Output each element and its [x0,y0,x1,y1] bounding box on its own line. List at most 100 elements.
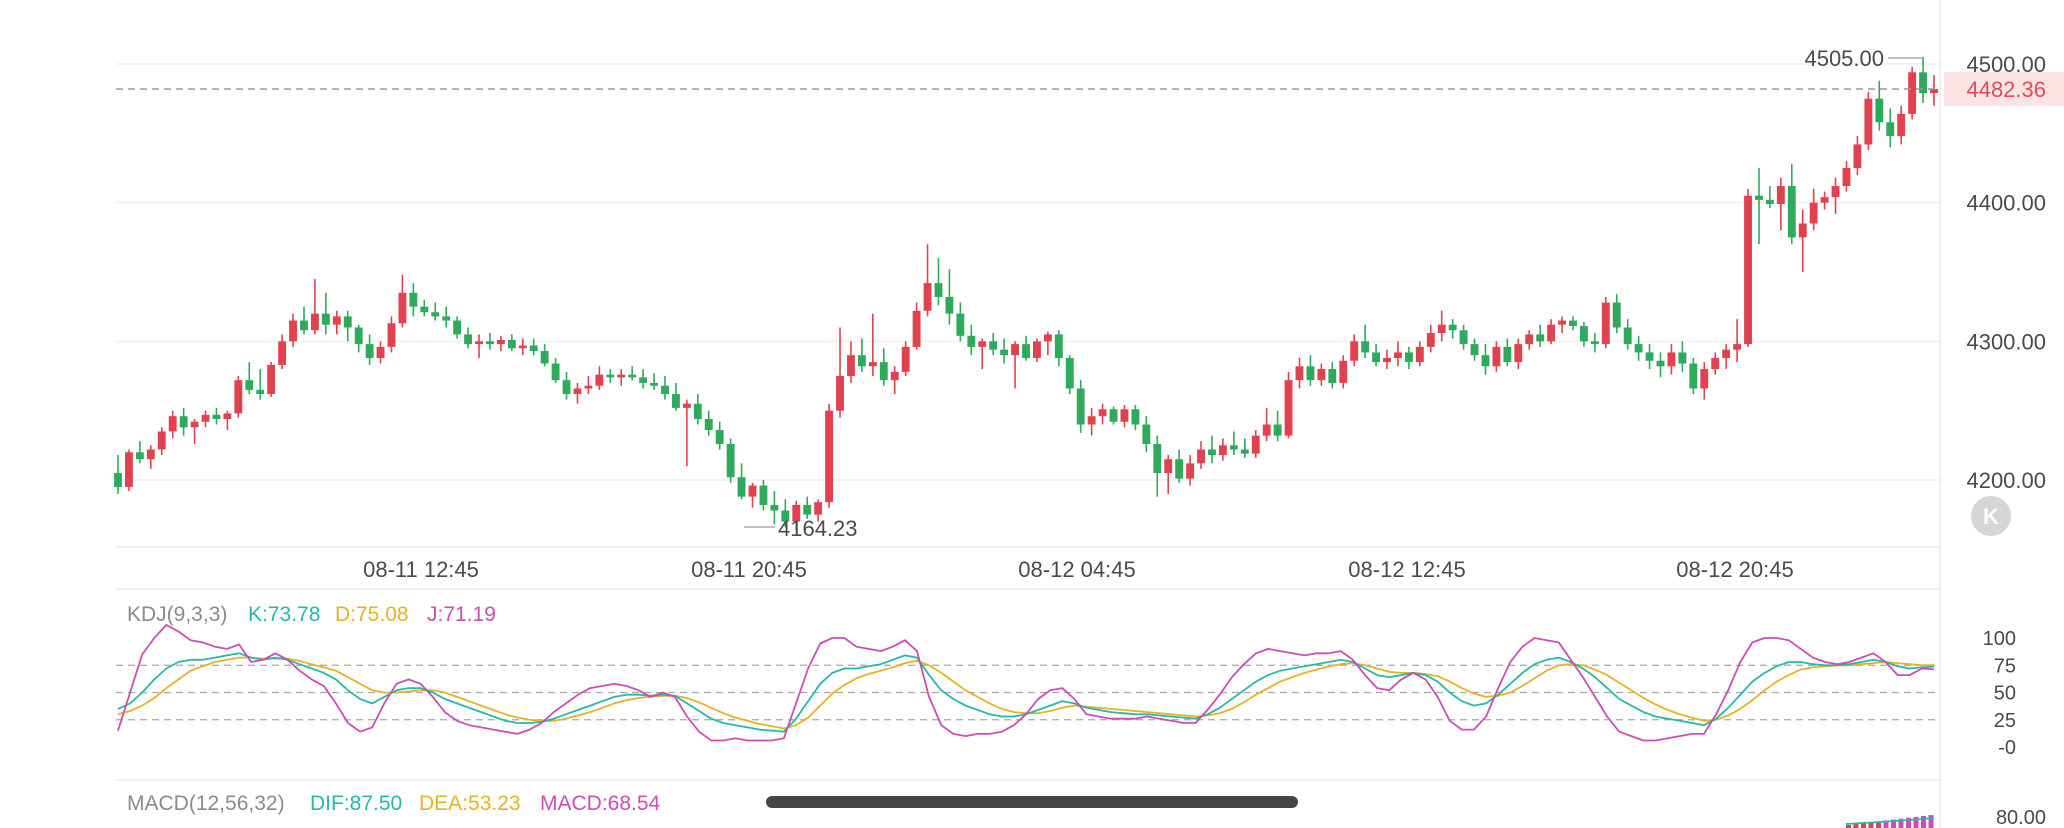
candle-body [1022,344,1030,358]
candle-body [354,327,363,345]
candle-body [146,449,155,460]
scroll-indicator[interactable] [766,796,1298,808]
candle-body [1678,352,1687,364]
candle-body [475,341,483,345]
candle-body [825,410,834,503]
candle-body [223,413,232,419]
candle-body [1098,409,1107,417]
kdj-grid [116,664,1940,721]
candle-body [1908,72,1917,114]
candle-body [1919,72,1927,94]
macd-legend-title: MACD(12,56,32) [127,792,285,815]
candle-body [1634,344,1643,353]
candle-body [595,374,604,386]
candle-body [584,385,593,389]
candle-body [387,323,396,347]
candle-body [748,485,757,497]
candle-body [310,313,319,331]
candle-body [507,339,516,349]
candle-body [661,385,669,395]
candle-body [1930,88,1938,94]
macd-bar [1921,816,1926,828]
kdj-tick-label: -0 [1998,737,2016,759]
macd-bars [1845,815,1935,828]
candle-body [1054,334,1063,358]
time-tick-label: 08-12 20:45 [1676,557,1793,582]
kdj-axis-labels: 100 75 50 25 -0 [1983,628,2016,759]
candle-body [693,403,702,419]
candle-body [1218,445,1227,456]
candle-body [212,414,221,419]
macd-dif-line [1845,817,1935,825]
candle-body [1525,334,1534,345]
current-price-label: 4482.36 [1966,77,2046,102]
candle-body [114,473,122,487]
candle-body [289,320,297,342]
candle-body [234,380,243,414]
candle-body [890,371,899,381]
candle-body [1558,320,1566,325]
candle-body [1853,144,1862,168]
candle-body [1120,409,1129,422]
macd-bar [1861,823,1866,828]
kdj-tick-label: 25 [1994,710,2016,732]
kdj-tick-label: 100 [1983,628,2016,650]
candle-body [1186,463,1195,479]
candle-body [1711,357,1720,370]
candle-body [1514,344,1523,363]
candle-body [1667,352,1676,367]
candle-body [1317,369,1326,381]
candle-body [1306,366,1315,381]
candle-body [1142,424,1151,444]
macd-bar [1853,824,1859,828]
candle-body [923,283,932,311]
candle-body [1590,341,1599,345]
candlesticks [114,57,1938,530]
candle-body [1175,459,1184,479]
candle-body [1569,320,1577,327]
candle-body [420,306,429,313]
time-tick-label: 08-11 20:45 [691,557,807,582]
candle-body [792,504,801,522]
candle-body [901,346,910,372]
candle-body [1536,334,1545,342]
candle-body [267,364,276,395]
candle-body [639,377,648,383]
candle-body [1809,202,1818,224]
candle-body [398,292,407,324]
candle-body [1197,449,1205,464]
candle-body [1076,388,1085,425]
time-tick-label: 08-12 12:45 [1348,557,1465,582]
candle-body [628,374,637,378]
y-tick-label: 4200.00 [1966,468,2046,493]
kdj-lines [117,624,1935,742]
time-axis-labels: 08-11 12:45 08-11 20:45 08-12 04:45 08-12 1… [363,557,1794,582]
candle-body [518,345,527,349]
macd-legend: MACD(12,56,32) DIF:87.50 DEA:53.23 MACD:… [127,792,661,815]
candle-body [1208,449,1216,456]
candle-body [759,485,768,505]
candle-body [1623,327,1632,345]
candle-body [989,341,998,350]
y-axis-labels: 4500.00 4400.00 4300.00 4200.00 [1966,52,2046,493]
candle-body [376,346,385,358]
candle-body [934,283,943,297]
candle-body [1394,352,1402,358]
candle-body [650,382,658,386]
candle-body [1109,409,1118,422]
candle-body [1131,409,1140,425]
candle-body [1601,302,1610,345]
candle-body [1733,344,1742,350]
current-price-tag [1944,72,2064,106]
y-tick-label: 4300.00 [1966,329,2046,354]
candle-body [1612,302,1621,328]
candle-body [967,335,976,347]
candle-body [704,418,713,431]
min-price-label: 4164.23 [778,516,858,541]
k-line-badge-button[interactable] [1971,496,2011,536]
candle-body [125,452,133,487]
candle-body [1744,195,1752,345]
candle-body [1229,445,1238,450]
candle-body [1448,324,1457,331]
